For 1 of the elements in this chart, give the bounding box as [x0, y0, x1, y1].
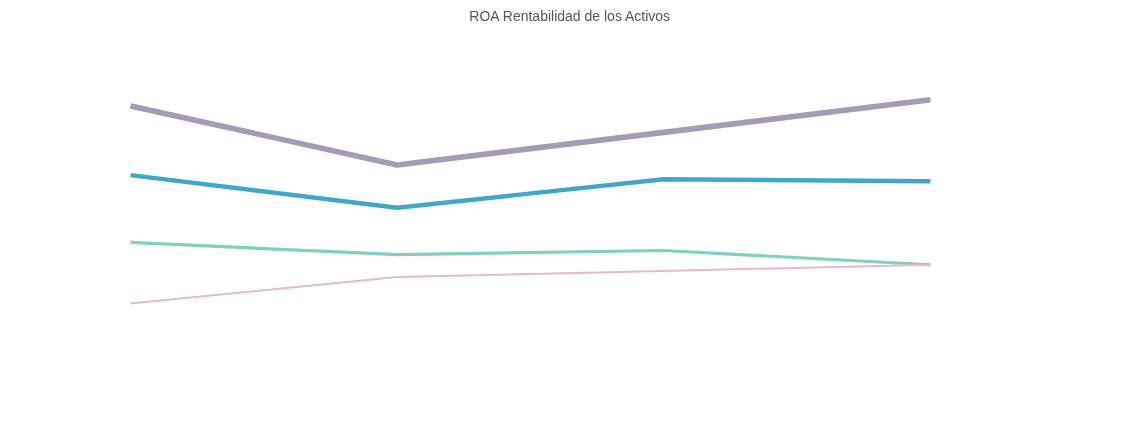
chart-title: ROA Rentabilidad de los Activos: [469, 7, 671, 24]
